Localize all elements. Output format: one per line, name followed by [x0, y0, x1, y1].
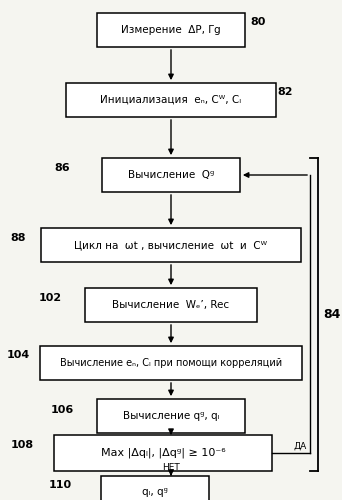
- Text: 86: 86: [54, 163, 70, 173]
- Text: qₗ, qᵍ: qₗ, qᵍ: [142, 487, 168, 497]
- Text: 106: 106: [50, 405, 74, 415]
- FancyBboxPatch shape: [40, 346, 302, 380]
- FancyBboxPatch shape: [85, 288, 257, 322]
- FancyBboxPatch shape: [97, 13, 245, 47]
- FancyBboxPatch shape: [101, 476, 209, 500]
- Text: 110: 110: [49, 480, 71, 490]
- FancyBboxPatch shape: [97, 399, 245, 433]
- Text: Max |Δqₗ|, |Δqᵍ| ≥ 10⁻⁶: Max |Δqₗ|, |Δqᵍ| ≥ 10⁻⁶: [101, 448, 225, 458]
- Text: Вычисление qᵍ, qₗ: Вычисление qᵍ, qₗ: [123, 411, 219, 421]
- Text: НЕТ: НЕТ: [162, 464, 180, 472]
- Text: Цикл на  ωt , вычисление  ωt  и  Cᵂ: Цикл на ωt , вычисление ωt и Cᵂ: [75, 240, 267, 250]
- Text: 82: 82: [277, 87, 293, 97]
- FancyBboxPatch shape: [54, 435, 272, 471]
- Text: 108: 108: [11, 440, 34, 450]
- Text: 102: 102: [38, 293, 62, 303]
- Text: 80: 80: [250, 17, 266, 27]
- Text: 104: 104: [6, 350, 30, 360]
- Text: Измерение  ΔP, Γg: Измерение ΔP, Γg: [121, 25, 221, 35]
- Text: 84: 84: [323, 308, 341, 320]
- Text: Вычисление  Qᵍ: Вычисление Qᵍ: [128, 170, 214, 180]
- Text: 88: 88: [10, 233, 26, 243]
- FancyBboxPatch shape: [41, 228, 301, 262]
- Text: Вычисление eₙ, Cₗ при помощи корреляций: Вычисление eₙ, Cₗ при помощи корреляций: [60, 358, 282, 368]
- Text: Инициализация  eₙ, Cᵂ, Cₗ: Инициализация eₙ, Cᵂ, Cₗ: [101, 95, 241, 105]
- Text: ДА: ДА: [293, 442, 307, 450]
- Text: Вычисление  Wₑ’, Reᴄ: Вычисление Wₑ’, Reᴄ: [113, 300, 229, 310]
- FancyBboxPatch shape: [102, 158, 240, 192]
- FancyBboxPatch shape: [66, 83, 276, 117]
